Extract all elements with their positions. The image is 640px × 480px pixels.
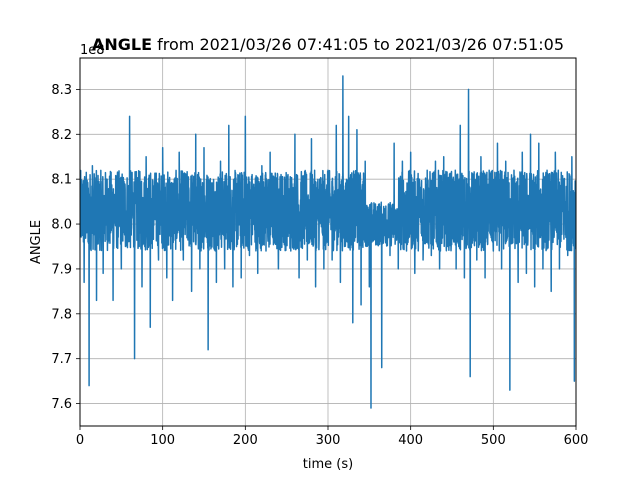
x-axis-ticks: 0 100 200 300 400 500 600 [76, 426, 589, 448]
y-tick-label: 7.8 [51, 307, 72, 322]
y-axis-offset-text: 1e8 [80, 43, 105, 58]
x-tick-label: 100 [150, 433, 175, 448]
chart-title-bold: ANGLE [92, 35, 152, 54]
chart-title: ANGLE from 2021/03/26 07:41:05 to 2021/0… [92, 35, 564, 54]
y-tick-label: 8.2 [51, 128, 72, 143]
y-tick-label: 8.3 [51, 83, 72, 98]
x-tick-label: 600 [564, 433, 589, 448]
x-axis-label: time (s) [303, 457, 353, 472]
y-axis-label: ANGLE [29, 220, 44, 264]
y-tick-label: 7.7 [51, 352, 72, 367]
y-axis-ticks: 7.6 7.7 7.8 7.9 8.0 8.1 8.2 8.3 [51, 83, 80, 412]
x-tick-label: 0 [76, 433, 84, 448]
y-tick-label: 8.1 [51, 173, 72, 188]
chart-title-rest: from 2021/03/26 07:41:05 to 2021/03/26 0… [152, 35, 564, 54]
y-tick-label: 7.9 [51, 262, 72, 277]
x-tick-label: 400 [398, 433, 423, 448]
y-tick-label: 8.0 [51, 218, 72, 233]
angle-series-line [80, 75, 576, 409]
x-tick-label: 500 [481, 433, 506, 448]
x-tick-label: 300 [316, 433, 341, 448]
y-tick-label: 7.6 [51, 397, 72, 412]
x-tick-label: 200 [233, 433, 258, 448]
data-series [80, 75, 576, 409]
